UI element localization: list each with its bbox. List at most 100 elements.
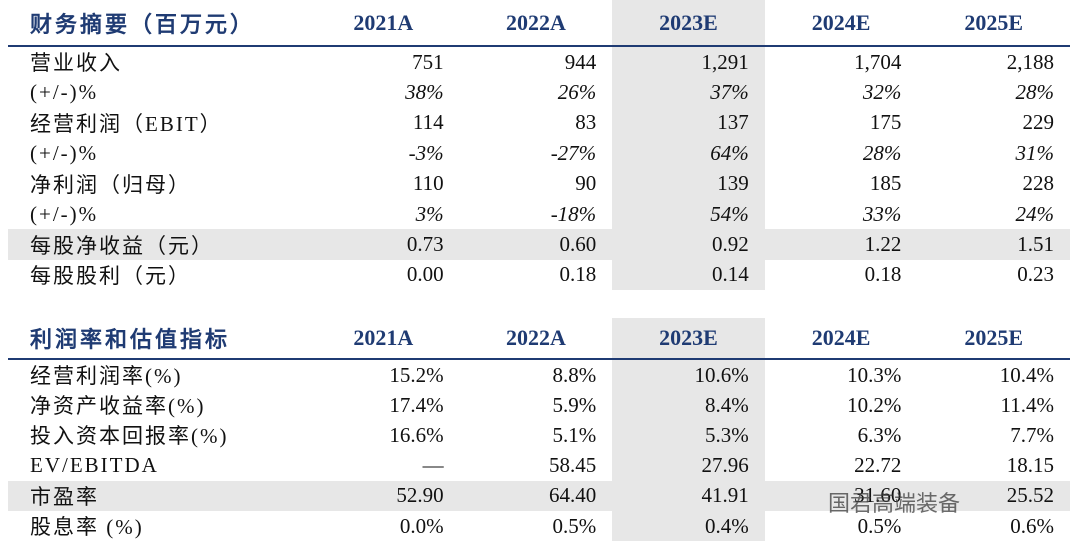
row-label: 净利润（归母） <box>30 172 191 197</box>
cell: 0.60 <box>559 232 597 257</box>
header-row: 利润率和估值指标 2021A 2022A 2023E 2024E 2025E <box>8 318 1070 360</box>
cell: 229 <box>1022 110 1054 135</box>
cell: 0.18 <box>864 262 902 287</box>
header-row: 财务摘要（百万元） 2021A 2022A 2023E 2024E 2025E <box>8 0 1070 47</box>
cell: 54% <box>612 198 765 230</box>
cell: — <box>422 453 444 478</box>
cell: 0.92 <box>612 229 765 260</box>
cell: 5.9% <box>552 392 597 417</box>
cell: 7.7% <box>1010 422 1054 447</box>
cell: 28% <box>1015 80 1054 105</box>
cell: 3% <box>415 201 444 226</box>
table-row: (+/-)% 3% -18% 54% 33% 24% <box>8 198 1070 230</box>
cell: 18.15 <box>1006 453 1054 478</box>
table-row: 净利润（归母） 110 90 139 185 228 <box>8 168 1070 199</box>
cell: 31% <box>1015 140 1054 165</box>
cell: 0.5% <box>552 513 597 538</box>
cell: 0.18 <box>559 262 597 287</box>
cell: 27.96 <box>612 450 765 481</box>
cell: 110 <box>412 171 444 196</box>
cell: 137 <box>612 107 765 139</box>
cell: 6.3% <box>857 422 902 447</box>
cell: 5.1% <box>552 422 597 447</box>
cell: 1.51 <box>1017 232 1054 257</box>
row-label: 市盈率 <box>30 484 99 509</box>
table-row: EV/EBITDA — 58.45 27.96 22.72 18.15 <box>8 450 1070 481</box>
cell: 944 <box>564 49 597 74</box>
cell: 15.2% <box>389 362 444 387</box>
cell: -18% <box>550 201 597 226</box>
table-row: 市盈率 52.90 64.40 41.91 31.60 25.52 <box>8 480 1070 511</box>
cell: 38% <box>405 80 444 105</box>
cell: 26% <box>557 80 597 105</box>
row-label: 经营利润率(%) <box>30 364 183 389</box>
cell: 114 <box>412 110 444 135</box>
table: 利润率和估值指标 2021A 2022A 2023E 2024E 2025E 经营利润率(%… <box>8 318 1070 542</box>
cell: 185 <box>869 171 902 196</box>
cell: 1,704 <box>854 49 902 74</box>
cell: 751 <box>412 49 444 74</box>
cell: 2025E <box>964 325 1024 350</box>
table-row: 股息率 (%) 0.0% 0.5% 0.4% 0.5% 0.6% <box>8 510 1070 542</box>
row-label: EV/EBITDA <box>30 453 159 478</box>
row-label: 净资产收益率(%) <box>30 394 206 419</box>
cell: 1.22 <box>864 232 902 257</box>
cell: 17.4% <box>389 392 444 417</box>
cell: 37% <box>612 77 765 108</box>
cell: 2,188 <box>1006 49 1054 74</box>
cell: 32% <box>862 80 902 105</box>
cell: 2021A <box>353 325 414 350</box>
cell: 28% <box>862 140 902 165</box>
cell: -27% <box>550 140 597 165</box>
row-label: (+/-)% <box>30 80 99 105</box>
watermark: 国君高端装备 <box>828 492 961 517</box>
cell: 2022A <box>505 325 566 350</box>
row-label: 每股净收益（元） <box>30 233 214 258</box>
cell: 8.4% <box>612 390 765 421</box>
cell: 0.00 <box>406 262 444 287</box>
table-row: 每股股利（元） 0.00 0.18 0.14 0.18 0.23 <box>8 259 1070 291</box>
cell: 2022A <box>505 9 566 35</box>
cell: 0.0% <box>399 513 444 538</box>
row-label: 营业收入 <box>30 51 122 76</box>
cell: 0.73 <box>406 232 444 257</box>
cell: 31.60 <box>854 483 902 508</box>
cell: 2024E <box>811 9 871 35</box>
table-row: 经营利润（EBIT） 114 83 137 175 229 <box>8 107 1070 139</box>
cell: 52.90 <box>396 483 444 508</box>
row-label: (+/-)% <box>30 201 99 226</box>
cell: 2023E <box>612 318 765 358</box>
table-row: 投入资本回报率(%) 16.6% 5.1% 5.3% 6.3% 7.7% <box>8 420 1070 451</box>
row-label: 财务摘要（百万元） <box>30 11 256 37</box>
cell: 33% <box>862 201 902 226</box>
cell: 10.2% <box>847 392 902 417</box>
cell: 8.8% <box>552 362 597 387</box>
cell: 1,291 <box>612 47 765 78</box>
cell: 58.45 <box>548 453 597 478</box>
cell: 25.52 <box>1006 483 1054 508</box>
cell: 175 <box>869 110 902 135</box>
cell: 2025E <box>964 9 1024 35</box>
cell: -3% <box>408 140 444 165</box>
cell: 16.6% <box>389 422 444 447</box>
cell: 41.91 <box>612 480 765 511</box>
cell: 5.3% <box>612 420 765 451</box>
row-label: 经营利润（EBIT） <box>30 111 223 136</box>
row-label: 投入资本回报率(%) <box>30 424 229 449</box>
cell: 83 <box>575 110 597 135</box>
cell: 228 <box>1022 171 1054 196</box>
cell: 24% <box>1015 201 1054 226</box>
row-label: 股息率 (%) <box>30 515 144 540</box>
cell: 11.4% <box>1000 392 1054 417</box>
cell: 90 <box>575 171 597 196</box>
cell: 10.4% <box>999 362 1054 387</box>
table-row: 营业收入 751 944 1,291 1,704 2,188 <box>8 47 1070 78</box>
cell: 22.72 <box>854 453 902 478</box>
table-row: 每股净收益（元） 0.73 0.60 0.92 1.22 1.51 <box>8 229 1070 260</box>
table-row: (+/-)% -3% -27% 64% 28% 31% <box>8 138 1070 169</box>
table: 财务摘要（百万元） 2021A 2022A 2023E 2024E 2025E 营业收入 75… <box>8 0 1070 291</box>
cell: 0.5% <box>857 513 902 538</box>
cell: 0.14 <box>612 259 765 291</box>
cell: 0.6% <box>1010 513 1054 538</box>
